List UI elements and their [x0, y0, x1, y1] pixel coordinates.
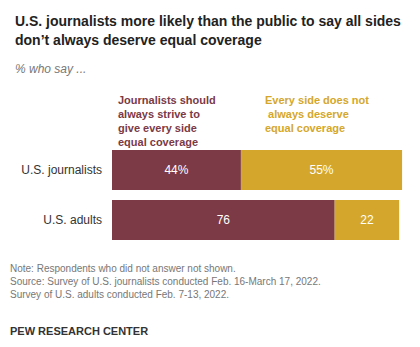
- svg-text:U.S. journalists: U.S. journalists: [21, 163, 102, 177]
- svg-text:76: 76: [217, 213, 231, 227]
- svg-text:Note: Respondents who did not: Note: Respondents who did not answer not…: [10, 263, 236, 274]
- svg-text:equal coverage: equal coverage: [118, 136, 198, 148]
- svg-text:PEW RESEARCH CENTER: PEW RESEARCH CENTER: [10, 325, 148, 337]
- svg-text:U.S. journalists more likely t: U.S. journalists more likely than the pu…: [15, 13, 405, 29]
- svg-text:give every side: give every side: [118, 122, 200, 134]
- svg-text:Source: Survey of U.S. journal: Source: Survey of U.S. journalists condu…: [10, 276, 324, 287]
- svg-text:U.S. adults: U.S. adults: [43, 213, 102, 227]
- svg-text:44%: 44%: [164, 163, 188, 177]
- svg-text:% who say ...: % who say ...: [15, 62, 86, 76]
- svg-text:always strive to: always strive to: [118, 108, 203, 120]
- svg-text:Journalists should: Journalists should: [118, 94, 219, 106]
- svg-text:22: 22: [360, 213, 374, 227]
- svg-text:Survey of U.S. adults conducte: Survey of U.S. adults conducted Feb. 7-1…: [10, 289, 229, 300]
- svg-text:don’t always deserve equal cov: don’t always deserve equal coverage: [15, 32, 262, 48]
- svg-text:55%: 55%: [309, 163, 333, 177]
- svg-text:always deserve: always deserve: [265, 108, 352, 120]
- svg-text:equal coverage: equal coverage: [265, 122, 345, 134]
- svg-text:Every side does not: Every side does not: [265, 94, 369, 106]
